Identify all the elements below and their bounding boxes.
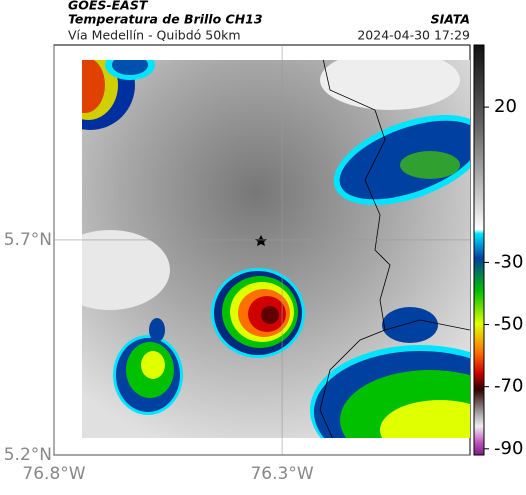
lat-tick-label: 5.2°N bbox=[4, 445, 52, 465]
lon-tick-label: 76.8°W bbox=[22, 464, 85, 484]
lon-tick-label: 76.3°W bbox=[250, 464, 313, 484]
source: SIATA bbox=[431, 12, 470, 27]
lat-tick-label: 5.7°N bbox=[4, 230, 52, 250]
location-marker bbox=[255, 235, 267, 246]
satellite-image bbox=[82, 60, 470, 438]
colorbar bbox=[473, 44, 485, 456]
colorbar-tick-label: -90 bbox=[494, 438, 523, 459]
colorbar-tick-label: -70 bbox=[494, 376, 523, 397]
colorbar-tick-label: 20 bbox=[494, 96, 517, 117]
title: GOES-EAST bbox=[68, 0, 149, 13]
datetime: 2024-04-30 17:29 bbox=[357, 28, 470, 43]
colorbar-tick-label: -30 bbox=[494, 251, 523, 272]
region: Vía Medellín - Quibdó 50km bbox=[68, 28, 241, 43]
subtitle: Temperatura de Brillo CH13 bbox=[68, 12, 263, 27]
colorbar-tick-label: -50 bbox=[494, 314, 523, 335]
